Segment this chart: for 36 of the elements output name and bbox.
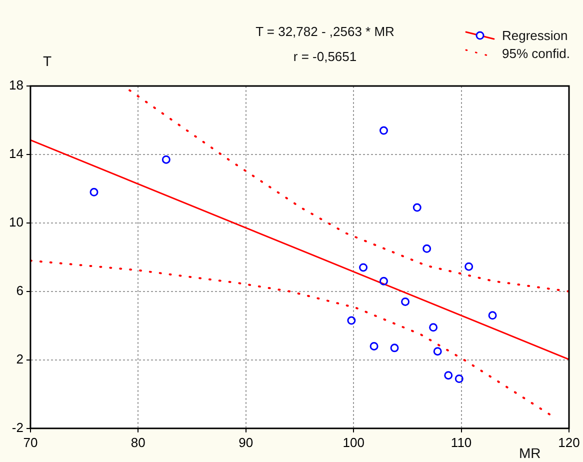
chart-title: T = 32,782 - ,2563 * MR (254, 24, 396, 39)
point (347, 316, 356, 325)
point (433, 347, 442, 356)
y-tick-label: -2 (12, 420, 24, 435)
x-axis-title: MR (519, 445, 541, 461)
line-series (128, 89, 569, 292)
x-tick-label: 110 (450, 434, 472, 450)
x-tick-label: 70 (23, 434, 38, 450)
x-tick-label: 120 (558, 434, 580, 450)
legend-label: Regression (502, 28, 568, 42)
x-tick-label: 90 (238, 434, 254, 450)
y-tick-label: 14 (8, 146, 24, 162)
point (401, 297, 410, 306)
chart-subtitle: r = -0,5651 (292, 49, 358, 64)
point (379, 276, 388, 286)
y-axis-title: T (43, 53, 52, 69)
y-tick-label: 6 (16, 283, 24, 298)
point (488, 311, 497, 320)
point (379, 126, 388, 135)
point (454, 374, 464, 383)
x-tick-label: 100 (342, 434, 364, 450)
point (390, 344, 399, 352)
point (162, 155, 170, 164)
legend-label: 95% confid. (502, 46, 570, 60)
point (429, 323, 438, 332)
y-tick-label: 2 (16, 352, 24, 366)
x-tick-label: 80 (130, 434, 146, 450)
point (464, 262, 474, 271)
point (90, 188, 98, 196)
point (370, 342, 378, 350)
point (359, 263, 368, 272)
point (444, 371, 453, 380)
y-tick-label: 10 (8, 214, 24, 230)
y-tick-label: 18 (8, 78, 24, 93)
point (422, 244, 432, 253)
point (412, 203, 422, 212)
